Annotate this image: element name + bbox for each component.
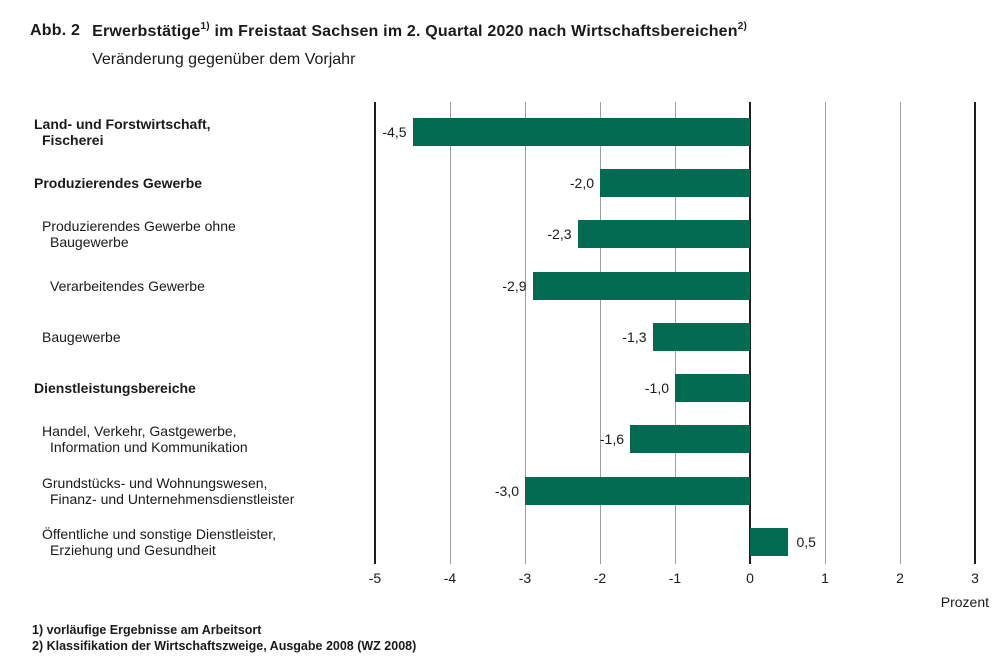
- value-label: -2,0: [569, 174, 594, 191]
- gridline: [525, 102, 526, 564]
- category-label-line: Erziehung und Gesundheit: [50, 542, 216, 559]
- value-label: -2,3: [547, 226, 572, 243]
- category-label: Produzierendes Gewerbe ohne Baugewerbe: [42, 218, 236, 250]
- x-tick-label: 2: [896, 570, 904, 586]
- x-axis: -5 -4 -3 -2 -1 0 1 2 3: [369, 570, 979, 590]
- category-label: Grundstücks- und Wohnungswesen, Finanz- u…: [42, 475, 294, 507]
- x-tick-label: -5: [368, 570, 382, 586]
- category-label-line: Handel, Verkehr, Gastgewerbe,: [42, 423, 237, 440]
- category-label-line: Baugewerbe: [42, 328, 121, 345]
- bar: [750, 528, 788, 557]
- value-label: -4,5: [382, 123, 407, 140]
- category-label-line: Finanz- und Unternehmensdienstleister: [50, 490, 295, 507]
- category-label-line: Verarbeitendes Gewerbe: [50, 277, 205, 294]
- value-label: -1,6: [599, 431, 624, 448]
- category-label: Öffentliche und sonstige Dienstleister, E…: [42, 526, 276, 558]
- title-text: Erwerbstätige: [92, 23, 201, 40]
- x-tick-label: 3: [971, 570, 979, 586]
- gridline: [825, 102, 826, 564]
- category-label: Verarbeitendes Gewerbe: [50, 278, 205, 294]
- category-label-line: Dienstleistungsbereiche: [34, 380, 196, 397]
- x-tick-label: 0: [746, 570, 754, 586]
- x-tick-label: -3: [518, 570, 532, 586]
- plot-area: -4,5 -2,0 -2,3 -2,9 -1,3 -1,0 -1,6 -3,0 0,5: [374, 102, 976, 564]
- category-label-line: Produzierendes Gewerbe ohne: [42, 218, 236, 235]
- category-label: Handel, Verkehr, Gastgewerbe, Information…: [42, 423, 248, 455]
- gridline: [900, 102, 901, 564]
- axis-line: [974, 102, 976, 564]
- chart-title: Erwerbstätige1) im Freistaat Sachsen im …: [92, 20, 748, 42]
- bar: [630, 425, 750, 454]
- x-tick-label: -2: [593, 570, 607, 586]
- value-label: -1,3: [622, 328, 647, 345]
- title-text-rest: im Freistaat Sachsen im 2. Quartal 2020 …: [209, 23, 738, 40]
- chart-header: Abb. 2 Erwerbstätige1) im Freistaat Sach…: [30, 20, 748, 70]
- category-label: Baugewerbe: [42, 329, 121, 345]
- category-label: Produzierendes Gewerbe: [34, 175, 202, 191]
- category-label-line: Fischerei: [42, 131, 104, 148]
- bar: [652, 322, 750, 351]
- x-tick-label: 1: [821, 570, 829, 586]
- value-label: 0,5: [796, 534, 816, 551]
- bar: [675, 374, 750, 403]
- category-label: Land- und Forstwirtschaft, Fischerei: [34, 116, 211, 148]
- axis-line: [749, 102, 751, 564]
- footnote-1: 1) vorläufige Ergebnisse am Arbeitsort: [32, 623, 262, 637]
- category-label-line: Land- und Forstwirtschaft,: [34, 115, 211, 132]
- value-label: -1,0: [644, 380, 669, 397]
- bar: [532, 271, 750, 300]
- figure-number: Abb. 2: [30, 22, 81, 39]
- category-label: Dienstleistungsbereiche: [34, 380, 196, 396]
- category-label-line: Produzierendes Gewerbe: [34, 174, 203, 191]
- category-label-line: Information und Kommunikation: [50, 439, 248, 456]
- footnote-marker-2: 2): [737, 20, 748, 32]
- value-label: -2,9: [502, 277, 527, 294]
- bar: [577, 220, 750, 249]
- chart-subtitle: Veränderung gegenüber dem Vorjahr: [92, 51, 356, 68]
- gridline: [450, 102, 451, 564]
- category-label-line: Öffentliche und sonstige Dienstleister,: [42, 526, 276, 543]
- bar: [600, 168, 750, 197]
- gridline: [600, 102, 601, 564]
- axis-line: [374, 102, 376, 564]
- chart-titles: Erwerbstätige1) im Freistaat Sachsen im …: [92, 20, 748, 70]
- bar: [412, 117, 750, 146]
- category-label-line: Baugewerbe: [50, 234, 129, 251]
- footnote-2: 2) Klassifikation der Wirtschaftszweige,…: [32, 639, 417, 653]
- category-label-line: Grundstücks- und Wohnungswesen,: [42, 474, 268, 491]
- footnotes: 1) vorläufige Ergebnisse am Arbeitsort 2…: [32, 622, 416, 654]
- x-tick-label: -4: [443, 570, 457, 586]
- x-tick-label: -1: [668, 570, 682, 586]
- footnote-marker-1: 1): [200, 20, 210, 32]
- bar: [525, 476, 750, 505]
- value-label: -3,0: [494, 482, 519, 499]
- axis-unit-label: Prozent: [940, 594, 989, 610]
